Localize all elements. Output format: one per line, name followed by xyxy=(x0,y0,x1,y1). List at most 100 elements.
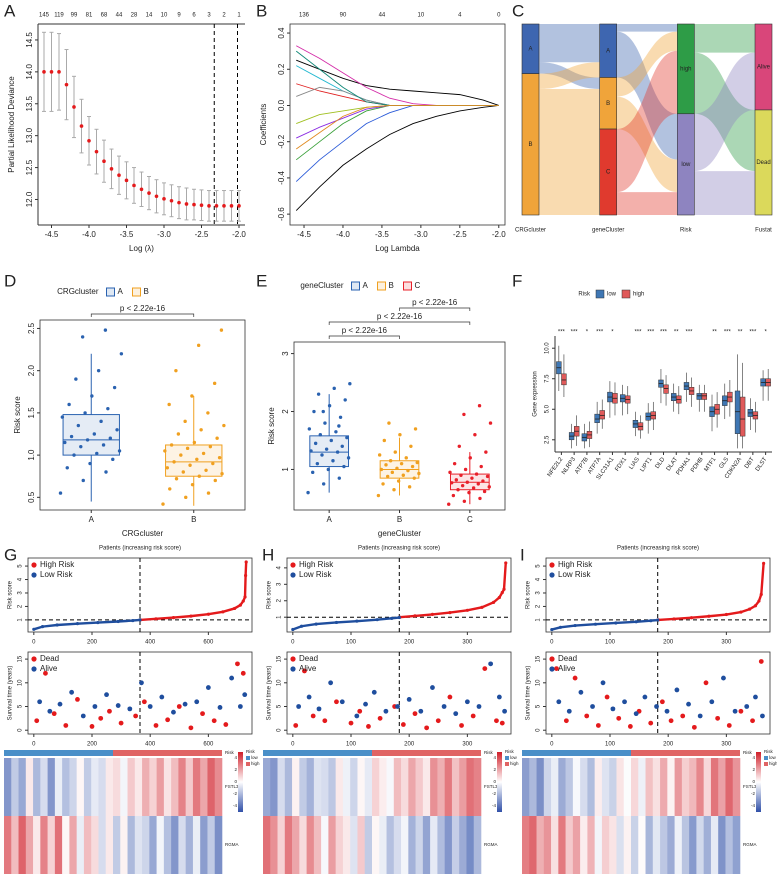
gene-label: FSTL3 xyxy=(225,784,239,789)
y-tick-label: 3 xyxy=(281,351,290,356)
x-tick-label: PDHA1 xyxy=(676,456,693,476)
heat-cell xyxy=(393,816,402,874)
heat-cell xyxy=(306,816,315,874)
heat-cell xyxy=(91,816,99,874)
scale-label: -2 xyxy=(751,791,755,796)
point xyxy=(412,476,416,480)
y-tick-label: 10.0 xyxy=(545,342,551,354)
y-tick-label: 2.5 xyxy=(545,435,551,444)
point xyxy=(222,204,226,208)
point xyxy=(467,490,471,495)
heat-cell xyxy=(473,816,482,874)
point xyxy=(133,713,139,719)
heat-cell xyxy=(652,758,661,816)
point xyxy=(176,432,181,436)
risk-bar xyxy=(372,750,481,756)
y-tick-label: 13.5 xyxy=(25,95,34,111)
heat-cell xyxy=(609,758,617,816)
legend-swatch xyxy=(595,289,605,299)
heat-cell xyxy=(718,758,726,816)
point xyxy=(89,724,95,729)
y-tick-label: 10 xyxy=(536,679,542,686)
heat-cell xyxy=(401,816,409,874)
point xyxy=(188,463,192,467)
heat-cell xyxy=(703,758,712,816)
bracket xyxy=(399,307,471,311)
heat-cell xyxy=(565,758,574,816)
heat-cell xyxy=(207,816,216,874)
point xyxy=(94,149,99,154)
heat-cell xyxy=(594,816,603,874)
heat-cell xyxy=(33,758,41,816)
row-label: Risk xyxy=(743,750,752,755)
legend-swatch xyxy=(403,281,412,291)
heat-cell xyxy=(551,758,559,816)
point xyxy=(382,438,387,443)
point xyxy=(102,159,106,163)
point xyxy=(338,415,343,420)
heat-cell xyxy=(40,758,48,816)
heat-cell xyxy=(558,758,566,816)
x-tick-label: LIAS xyxy=(629,457,641,471)
significance: *** xyxy=(686,330,694,336)
heat-cell xyxy=(386,758,395,816)
legend-dot xyxy=(31,656,37,662)
point xyxy=(563,718,569,724)
y-tick-label: 4 xyxy=(18,577,24,581)
point xyxy=(58,491,63,495)
point xyxy=(496,694,502,700)
point xyxy=(51,711,57,717)
point xyxy=(595,723,601,728)
point xyxy=(107,708,112,714)
top-axis-label: 2 xyxy=(222,13,226,19)
heat-cell xyxy=(718,816,726,874)
legend-dot xyxy=(549,656,555,662)
point xyxy=(488,421,493,425)
legend-swatch xyxy=(106,287,115,297)
heat-cell xyxy=(529,816,537,874)
heat-cell xyxy=(638,816,646,874)
heat-cell xyxy=(681,758,690,816)
heat-cell xyxy=(171,758,179,816)
y-tick-label: -0.2 xyxy=(277,134,286,148)
gene-label: FSTL3 xyxy=(743,784,757,789)
point xyxy=(390,470,395,475)
point xyxy=(357,708,363,714)
heat-cell xyxy=(357,816,366,874)
gene-label: RGMA xyxy=(743,842,757,847)
legend-title: Risk xyxy=(505,749,514,754)
heat-cell xyxy=(609,816,617,874)
legend-swatch xyxy=(505,756,509,760)
legend-label: high xyxy=(251,761,260,766)
heat-cell xyxy=(149,816,157,874)
legend-label: High Risk xyxy=(558,560,593,569)
point xyxy=(616,715,622,721)
heat-cell xyxy=(732,758,741,816)
coefficient-line xyxy=(296,105,499,125)
point xyxy=(477,404,482,408)
point xyxy=(430,685,435,690)
y-tick-label: 12.0 xyxy=(25,191,34,207)
heat-cell xyxy=(277,758,286,816)
x-tick-label: 200 xyxy=(87,742,98,748)
y-tick-label: 2.5 xyxy=(27,322,36,334)
legend-title: Risk xyxy=(246,749,255,754)
y-tick-label: 0.2 xyxy=(277,63,286,75)
top-axis-label: 0 xyxy=(497,13,501,19)
legend-label: Dead xyxy=(558,654,577,663)
point xyxy=(757,599,761,603)
point xyxy=(390,616,394,620)
heat-cell xyxy=(270,758,278,816)
point xyxy=(398,432,402,437)
point xyxy=(76,423,81,428)
point xyxy=(329,438,333,443)
legend-label: Alive xyxy=(299,664,317,673)
plot-title: Patients (increasing risk score) xyxy=(617,546,699,552)
legend-label: B xyxy=(389,281,394,290)
flow xyxy=(539,129,600,215)
point xyxy=(195,457,199,462)
heat-cell xyxy=(91,758,99,816)
p-value: p < 2.22e-16 xyxy=(120,304,166,313)
box xyxy=(309,435,350,468)
point xyxy=(184,495,188,500)
